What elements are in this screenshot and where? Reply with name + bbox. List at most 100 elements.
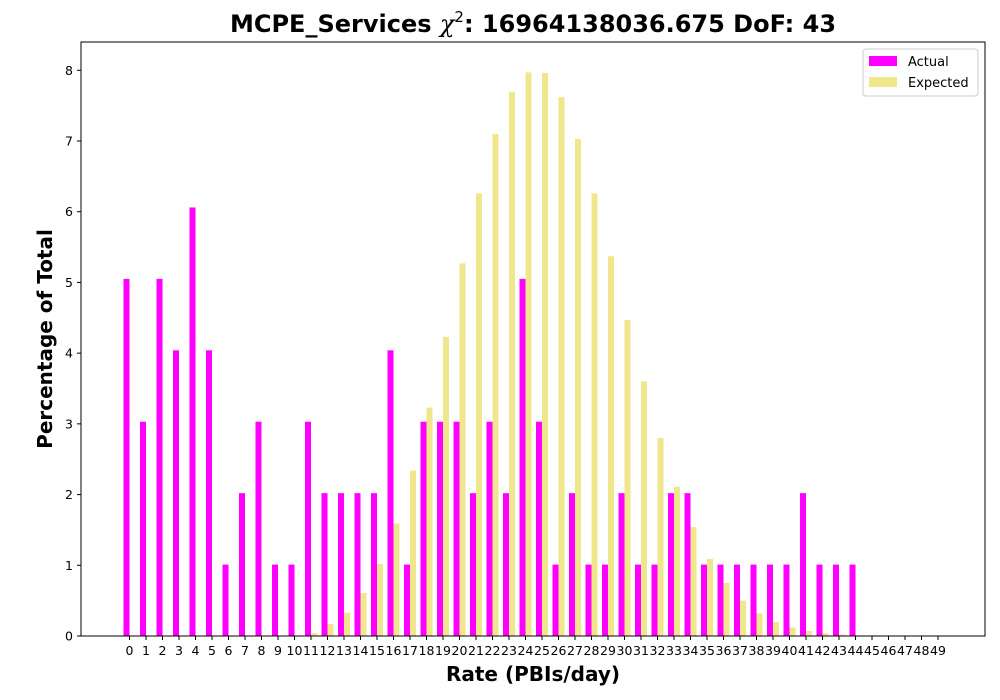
bar-actual-28 [585, 564, 592, 636]
bar-actual-16 [387, 350, 394, 636]
bar-actual-12 [321, 493, 328, 636]
bar-expected-27 [575, 138, 581, 636]
x-tick-label: 44 [848, 643, 864, 658]
x-tick-label: 37 [732, 643, 748, 658]
x-tick-label: 43 [831, 643, 847, 658]
y-tick-label: 6 [65, 204, 73, 219]
bar-actual-27 [569, 493, 575, 636]
bar-expected-21 [476, 193, 482, 636]
bar-actual-3 [173, 350, 179, 636]
bar-expected-36 [723, 582, 730, 636]
bars-group [123, 72, 878, 637]
bar-actual-38 [750, 564, 757, 636]
y-tick-label: 8 [65, 63, 73, 78]
bar-actual-25 [536, 421, 542, 636]
bar-actual-6 [222, 564, 229, 636]
legend-swatch-expected [869, 77, 897, 87]
x-tick-label: 26 [551, 643, 567, 658]
bar-expected-14 [360, 592, 367, 636]
bar-actual-18 [420, 421, 427, 636]
bar-expected-16 [393, 523, 400, 636]
bar-actual-23 [503, 493, 509, 636]
x-tick-label: 24 [518, 643, 534, 658]
bar-actual-19 [437, 421, 443, 636]
bar-expected-31 [641, 381, 647, 636]
bar-actual-32 [651, 564, 658, 636]
x-ticks: 0 1 2 3 4 5 6 7 8 9 10 11 12 13 14 15 16 17 18 19 20 21 22 23 24… [126, 636, 946, 658]
bar-expected-43 [839, 634, 845, 636]
bar-actual-40 [783, 564, 790, 636]
bar-actual-8 [255, 421, 262, 636]
x-tick-label: 11 [303, 643, 319, 658]
x-tick-label: 34 [683, 643, 699, 658]
x-tick-label: 22 [485, 643, 501, 658]
bar-actual-7 [239, 493, 245, 636]
bar-expected-32 [657, 438, 664, 636]
x-tick-label: 31 [633, 643, 649, 658]
bar-actual-31 [635, 564, 641, 636]
bar-expected-34 [690, 527, 697, 636]
x-tick-label: 48 [914, 643, 930, 658]
bar-actual-1 [140, 421, 146, 636]
bar-expected-24 [525, 72, 532, 636]
bar-expected-18 [426, 407, 433, 636]
legend-swatch-actual [869, 56, 897, 66]
x-tick-label: 36 [716, 643, 732, 658]
bar-expected-19 [443, 336, 449, 636]
bar-expected-17 [410, 470, 416, 636]
bar-expected-23 [509, 92, 515, 636]
y-tick-label: 1 [65, 558, 73, 573]
bar-actual-36 [717, 564, 724, 636]
bar-actual-33 [668, 493, 674, 636]
x-tick-label: 8 [258, 643, 266, 658]
x-tick-label: 21 [468, 643, 484, 658]
x-tick-label: 30 [617, 643, 633, 658]
x-tick-label: 41 [798, 643, 814, 658]
bar-actual-44 [849, 564, 856, 636]
bar-actual-26 [552, 564, 559, 636]
legend: Actual Expected [862, 48, 979, 97]
x-tick-label: 2 [159, 643, 167, 658]
x-tick-label: 42 [815, 643, 831, 658]
bar-actual-37 [734, 564, 740, 636]
legend-label-expected: Expected [908, 76, 969, 91]
bar-expected-15 [377, 563, 383, 636]
x-tick-label: 0 [126, 643, 134, 658]
x-tick-label: 7 [241, 643, 249, 658]
bar-actual-2 [156, 278, 163, 636]
bar-actual-13 [338, 493, 344, 636]
bar-expected-30 [624, 319, 631, 636]
bar-expected-40 [789, 627, 796, 636]
x-tick-label: 29 [600, 643, 616, 658]
x-tick-label: 17 [402, 643, 418, 658]
y-axis-label: Percentage of Total [33, 229, 57, 449]
x-axis-label: Rate (PBIs/day) [446, 662, 620, 686]
x-tick-label: 33 [666, 643, 682, 658]
x-tick-label: 16 [386, 643, 402, 658]
bar-expected-35 [707, 558, 713, 636]
x-tick-label: 4 [192, 643, 200, 658]
bar-actual-42 [816, 564, 823, 636]
bar-actual-29 [602, 564, 608, 636]
x-tick-label: 15 [369, 643, 385, 658]
x-tick-label: 45 [864, 643, 880, 658]
bar-actual-21 [470, 493, 476, 636]
bar-expected-29 [608, 256, 614, 636]
bar-expected-42 [822, 633, 829, 636]
x-tick-label: 28 [584, 643, 600, 658]
x-tick-label: 25 [534, 643, 550, 658]
bar-actual-0 [123, 278, 130, 636]
bar-actual-24 [519, 278, 526, 636]
x-tick-label: 14 [353, 643, 369, 658]
x-tick-label: 13 [336, 643, 352, 658]
bar-expected-39 [773, 621, 779, 636]
bar-expected-26 [558, 97, 565, 636]
y-tick-label: 5 [65, 275, 73, 290]
x-tick-label: 6 [225, 643, 233, 658]
bar-expected-28 [591, 193, 598, 636]
bar-actual-14 [354, 493, 361, 636]
legend-label-actual: Actual [908, 55, 949, 70]
bar-actual-34 [684, 493, 691, 636]
bar-actual-30 [618, 493, 625, 636]
y-ticks: 0 1 2 3 4 5 6 7 8 [65, 63, 81, 644]
